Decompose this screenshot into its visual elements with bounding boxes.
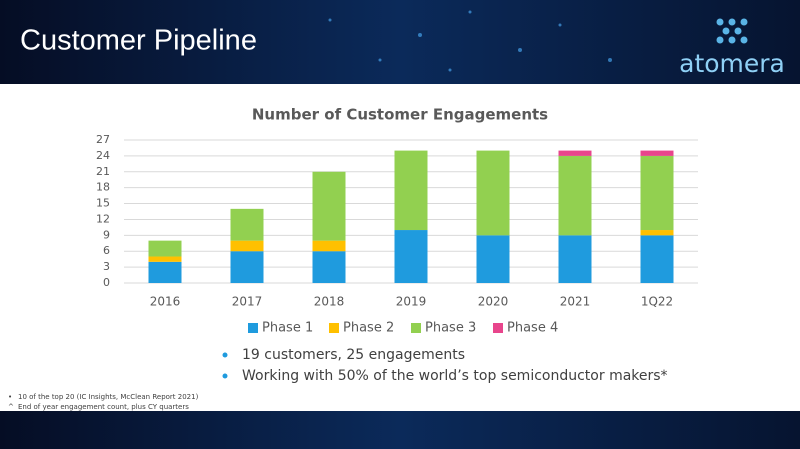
bullet: 19 customers, 25 engagements bbox=[242, 347, 465, 363]
bullet: Working with 50% of the world’s top semi… bbox=[242, 368, 668, 384]
legend-label: Phase 2 bbox=[343, 321, 394, 336]
x-tick-label: 2016 bbox=[150, 295, 181, 309]
y-tick-label: 9 bbox=[103, 228, 110, 241]
x-tick-label: 2019 bbox=[396, 295, 427, 309]
legend-swatch bbox=[493, 323, 503, 333]
x-tick-label: 2017 bbox=[232, 295, 263, 309]
y-tick-label: 3 bbox=[103, 260, 110, 273]
legend-swatch bbox=[329, 323, 339, 333]
bar-segment bbox=[558, 235, 592, 283]
footnote-marker: • bbox=[8, 393, 12, 401]
y-tick-label: 18 bbox=[96, 181, 110, 194]
bar-segment bbox=[312, 240, 346, 252]
x-tick-label: 2021 bbox=[560, 295, 591, 309]
y-tick-label: 24 bbox=[96, 149, 110, 162]
x-tick-label: 2018 bbox=[314, 295, 345, 309]
legend-label: Phase 3 bbox=[425, 321, 476, 336]
y-tick-label: 15 bbox=[96, 197, 110, 210]
bar-segment bbox=[476, 150, 510, 236]
bar-segment bbox=[312, 171, 346, 241]
chart-title: Number of Customer Engagements bbox=[252, 106, 548, 124]
y-tick-label: 0 bbox=[103, 276, 110, 289]
legend-label: Phase 1 bbox=[262, 321, 313, 336]
slide-title: Customer Pipeline bbox=[20, 25, 257, 57]
bar-segment bbox=[640, 235, 674, 283]
header-band bbox=[0, 0, 800, 84]
footnote: 10 of the top 20 (IC Insights, McClean R… bbox=[18, 393, 199, 401]
footnote-marker: ^ bbox=[8, 403, 14, 411]
footer-band bbox=[0, 411, 800, 449]
bar-segment bbox=[148, 256, 182, 262]
bar-segment bbox=[230, 240, 264, 252]
bar-segment bbox=[394, 150, 428, 231]
bar-segment bbox=[230, 208, 264, 241]
bar-segment bbox=[476, 235, 510, 283]
bar-segment bbox=[148, 240, 182, 257]
legend-swatch bbox=[248, 323, 258, 333]
y-tick-label: 12 bbox=[96, 212, 110, 225]
bar-segment bbox=[640, 230, 674, 236]
x-tick-label: 2020 bbox=[478, 295, 509, 309]
bar-segment bbox=[312, 251, 346, 283]
footnote: End of year engagement count, plus CY qu… bbox=[18, 403, 189, 411]
bar-segment bbox=[558, 150, 592, 156]
bullet-dot bbox=[222, 373, 228, 379]
y-tick-label: 6 bbox=[103, 244, 110, 257]
bar-segment bbox=[640, 150, 674, 156]
logo-icon bbox=[716, 18, 748, 44]
bullet-dot bbox=[222, 352, 228, 358]
bar-segment bbox=[558, 155, 592, 236]
bar-segment bbox=[394, 230, 428, 283]
bar-segment bbox=[640, 155, 674, 231]
header-sparkles bbox=[328, 10, 612, 72]
x-tick-label: 1Q22 bbox=[641, 295, 673, 309]
y-tick-label: 27 bbox=[96, 133, 110, 146]
bar-segment bbox=[230, 251, 264, 283]
bar-segment bbox=[148, 261, 182, 283]
legend-label: Phase 4 bbox=[507, 321, 558, 336]
legend-swatch bbox=[411, 323, 421, 333]
logo-text: atomera bbox=[679, 49, 785, 78]
y-tick-label: 21 bbox=[96, 165, 110, 178]
